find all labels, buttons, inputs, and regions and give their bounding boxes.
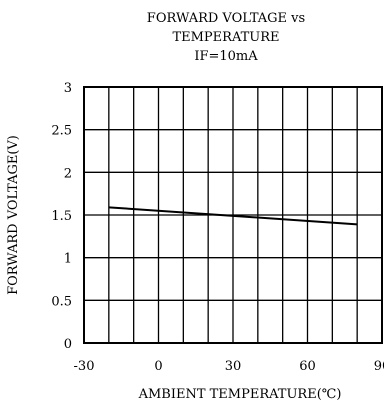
y-tick-label: 0 [64, 337, 72, 352]
y-tick-label: 1 [64, 252, 72, 267]
series-line [108, 206, 358, 226]
x-tick-label: -30 [74, 359, 95, 374]
y-axis-label: FORWARD VOLTAGE(V) [6, 135, 21, 295]
chart-title-line-2: TEMPERATURE [172, 30, 279, 45]
y-tick-label: 0.5 [51, 294, 72, 309]
x-tick-labels: -30 0 30 60 90 [74, 359, 384, 374]
x-tick-label: 0 [154, 359, 162, 374]
chart-title-line-1: FORWARD VOLTAGE vs [147, 11, 305, 26]
plot-frame [83, 86, 383, 344]
y-tick-label: 2.5 [51, 124, 72, 139]
x-tick-label: 90 [374, 359, 384, 374]
y-tick-label: 1.5 [51, 209, 72, 224]
y-tick-label: 2 [64, 166, 72, 181]
y-tick-label: 3 [64, 81, 72, 96]
x-tick-label: 30 [225, 359, 242, 374]
x-tick-label: 60 [299, 359, 316, 374]
chart-title: FORWARD VOLTAGE vs TEMPERATURE IF=10mA [147, 11, 305, 64]
x-axis-label: AMBIENT TEMPERATURE(℃) [138, 387, 342, 402]
chart-title-line-3: IF=10mA [194, 49, 258, 64]
data-series [108, 206, 358, 226]
y-tick-labels: 0 0.5 1 1.5 2 2.5 3 [51, 81, 72, 352]
